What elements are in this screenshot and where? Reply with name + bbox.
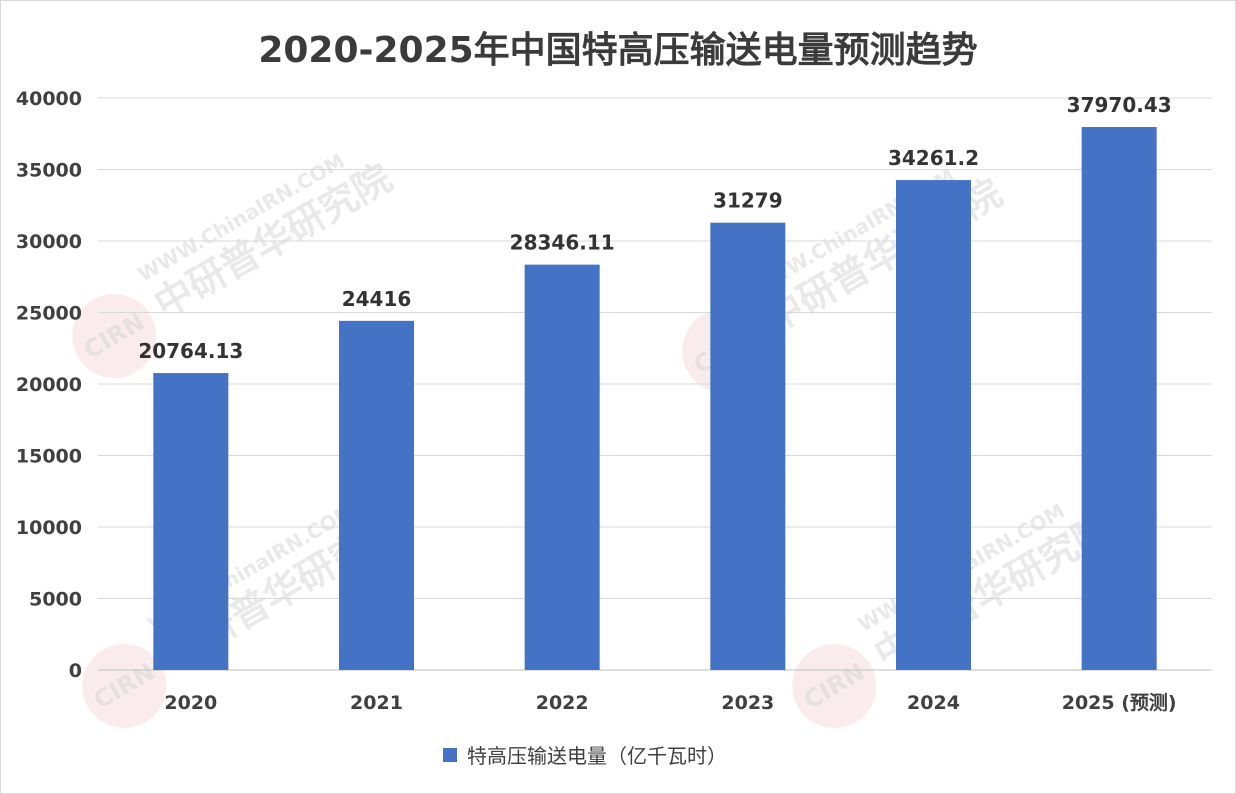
watermark-logo-icon — [72, 294, 157, 378]
y-tick-label: 10000 — [16, 517, 82, 539]
watermark-logo-icon — [82, 644, 167, 728]
bar — [524, 264, 600, 670]
data-label: 24416 — [342, 287, 412, 311]
x-tick-label: 2023 — [721, 692, 774, 714]
data-labels: 20764.13 24416 28346.11 31279 34261.2 37970.4… — [138, 93, 1171, 363]
x-tick-label: 2021 — [350, 692, 403, 714]
y-tick-label: 5000 — [29, 589, 82, 611]
y-axis-tick-labels: 0 5000 10000 15000 20000 25000 30000 35000 40000 — [16, 88, 82, 682]
bar — [153, 373, 229, 670]
x-axis-tick-labels: 2020 2021 2022 2023 2024 2025 (预测) — [164, 692, 1176, 714]
x-tick-label: 2024 — [907, 692, 960, 714]
y-tick-label: 0 — [69, 660, 82, 682]
data-label: 20764.13 — [138, 339, 243, 363]
data-label: 28346.11 — [510, 231, 615, 255]
gridlines — [98, 97, 1212, 671]
bar — [1081, 127, 1157, 671]
bars — [153, 127, 1157, 671]
y-tick-label: 30000 — [16, 231, 82, 253]
x-tick-label: 2020 — [164, 692, 217, 714]
bar — [896, 180, 971, 671]
data-label: 34261.2 — [888, 146, 979, 170]
legend-swatch — [443, 748, 457, 762]
watermark-logo-icon — [792, 644, 877, 728]
y-tick-label: 35000 — [16, 160, 82, 182]
y-tick-label: 20000 — [16, 374, 82, 396]
chart-title: 2020-2025年中国特高压输送电量预测趋势 — [258, 30, 977, 71]
y-tick-label: 15000 — [16, 446, 82, 468]
y-tick-label: 25000 — [16, 303, 82, 325]
data-label: 37970.43 — [1067, 93, 1172, 117]
x-tick-label: 2022 — [536, 692, 589, 714]
data-label: 31279 — [713, 189, 783, 213]
x-tick-label: 2025 (预测) — [1062, 692, 1177, 714]
y-tick-label: 40000 — [16, 88, 82, 110]
bar — [339, 320, 414, 670]
legend-label: 特高压输送电量（亿千瓦时） — [467, 744, 727, 768]
legend: 特高压输送电量（亿千瓦时） — [443, 744, 727, 768]
bar — [710, 222, 786, 670]
